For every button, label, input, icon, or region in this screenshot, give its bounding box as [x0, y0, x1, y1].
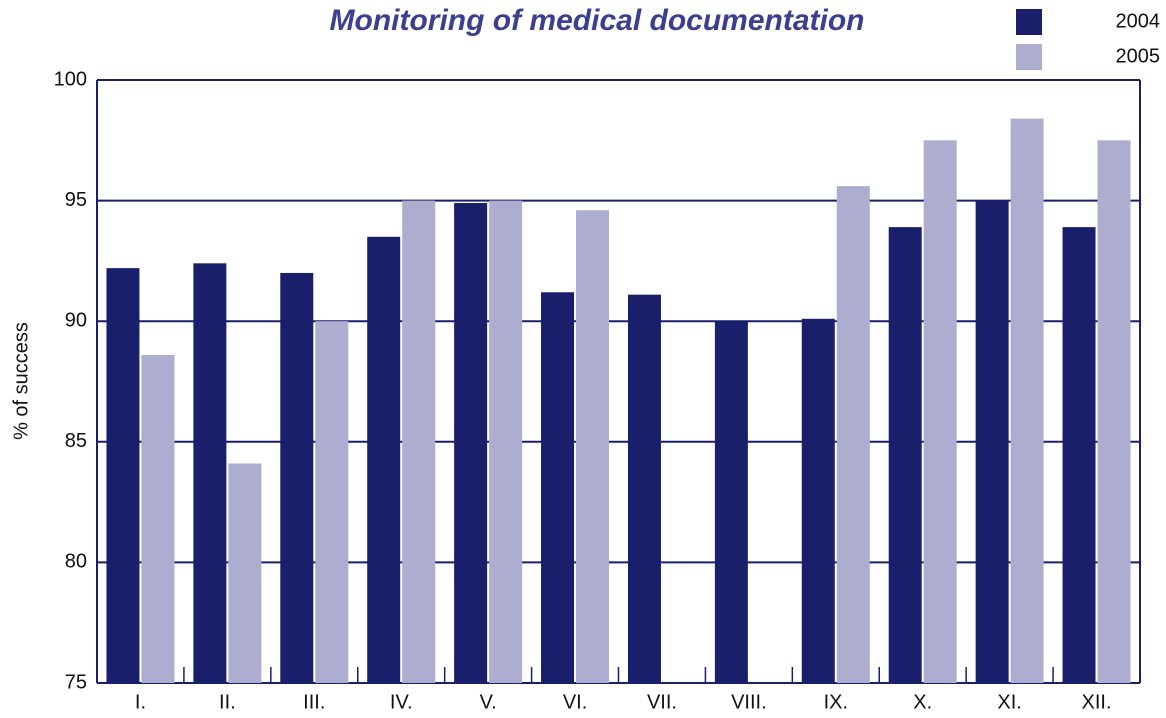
bar [106, 268, 140, 683]
bar [1010, 118, 1044, 684]
bar [402, 200, 436, 683]
bar [836, 186, 870, 684]
y-axis-label: % of success [10, 322, 32, 440]
x-tick-label: III. [303, 691, 325, 713]
bar [141, 354, 175, 683]
x-tick-label: V. [480, 691, 497, 713]
x-tick-label: VIII. [731, 691, 767, 713]
bar [923, 140, 957, 684]
bar [280, 272, 314, 683]
y-tick-label: 75 [65, 671, 87, 693]
legend-swatch [1016, 44, 1042, 70]
legend-swatch [1016, 9, 1042, 35]
x-tick-label: VI. [563, 691, 587, 713]
legend-label: 2005 [1116, 45, 1161, 67]
bar [627, 294, 661, 683]
bar [541, 292, 575, 683]
bar [714, 321, 748, 683]
y-tick-label: 85 [65, 430, 87, 452]
x-tick-label: IV. [390, 691, 413, 713]
x-tick-label: II. [219, 691, 236, 713]
bar [801, 318, 835, 683]
x-tick-label: XI. [997, 691, 1021, 713]
legend-label: 2004 [1116, 10, 1161, 32]
chart-title: Monitoring of medical documentation [330, 4, 865, 37]
x-tick-label: XII. [1082, 691, 1112, 713]
x-tick-label: I. [135, 691, 146, 713]
bar [193, 263, 227, 683]
bar [1097, 140, 1131, 684]
x-tick-label: VII. [647, 691, 677, 713]
bar [888, 227, 922, 683]
x-tick-label: IX. [824, 691, 848, 713]
bar [489, 200, 523, 683]
y-tick-label: 100 [54, 68, 87, 90]
bar [975, 200, 1009, 683]
y-tick-label: 90 [65, 309, 87, 331]
y-tick-label: 95 [65, 189, 87, 211]
y-tick-label: 80 [65, 551, 87, 573]
bar [1062, 227, 1096, 683]
bar [315, 321, 349, 683]
bar [576, 210, 610, 684]
bar [454, 203, 488, 683]
bar [228, 463, 262, 683]
x-tick-label: X. [913, 691, 932, 713]
bar [367, 236, 401, 683]
